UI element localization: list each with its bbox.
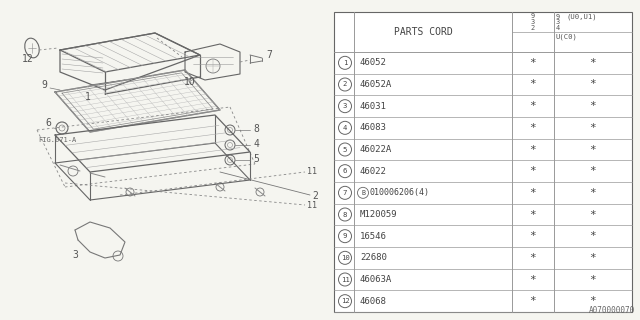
Text: *: * [530,231,536,241]
Text: *: * [530,253,536,263]
Text: 9
3
4: 9 3 4 [556,14,560,31]
Text: 46022: 46022 [360,167,387,176]
Text: *: * [589,231,596,241]
Text: *: * [589,253,596,263]
Text: 46052: 46052 [360,58,387,67]
Text: 1: 1 [85,92,91,102]
Text: 11: 11 [307,201,317,210]
Text: 8: 8 [253,124,259,134]
Text: *: * [589,188,596,198]
Text: *: * [530,79,536,90]
Text: 6: 6 [45,118,51,128]
Text: 5: 5 [343,147,347,153]
Text: *: * [530,101,536,111]
Text: 9: 9 [343,233,347,239]
Text: *: * [530,166,536,176]
Text: FIG.071-A: FIG.071-A [38,137,76,143]
Text: 2: 2 [343,82,347,87]
Text: *: * [589,123,596,133]
Text: 11: 11 [307,167,317,177]
Text: *: * [589,58,596,68]
Text: B: B [361,190,365,196]
Text: 46083: 46083 [360,123,387,132]
Text: 12: 12 [22,54,34,64]
Text: *: * [589,101,596,111]
Text: *: * [530,188,536,198]
Text: 22680: 22680 [360,253,387,262]
Text: *: * [589,275,596,284]
Text: 16546: 16546 [360,232,387,241]
Text: 9
3
2: 9 3 2 [531,13,535,30]
Text: *: * [530,145,536,155]
Text: 9: 9 [41,80,47,90]
Text: 6: 6 [343,168,347,174]
Text: (U0,U1): (U0,U1) [566,14,596,20]
Text: *: * [530,296,536,306]
Text: *: * [530,210,536,220]
Text: *: * [589,145,596,155]
Text: 46063A: 46063A [360,275,392,284]
Text: 2: 2 [312,191,318,201]
Text: 8: 8 [343,212,347,218]
Text: A070000070: A070000070 [589,306,635,315]
Text: 46031: 46031 [360,102,387,111]
Text: 4: 4 [343,125,347,131]
Bar [334,12,632,312]
Text: 3: 3 [72,250,78,260]
Text: *: * [589,296,596,306]
Text: 46052A: 46052A [360,80,392,89]
Text: 1: 1 [343,60,347,66]
Text: 010006206(4): 010006206(4) [370,188,430,197]
Text: 7: 7 [343,190,347,196]
Text: 11: 11 [340,276,349,283]
Text: *: * [589,79,596,90]
Text: 5: 5 [253,154,259,164]
Text: 46068: 46068 [360,297,387,306]
Text: 3: 3 [343,103,347,109]
Text: *: * [530,123,536,133]
Text: 46022A: 46022A [360,145,392,154]
Text: *: * [530,275,536,284]
Text: 12: 12 [340,298,349,304]
Text: M120059: M120059 [360,210,397,219]
Text: 7: 7 [266,50,272,60]
Text: 4: 4 [253,139,259,149]
Text: PARTS CORD: PARTS CORD [394,27,452,37]
Text: *: * [589,166,596,176]
Text: 10: 10 [184,77,196,87]
Text: *: * [530,58,536,68]
Text: 10: 10 [340,255,349,261]
Text: U(C0): U(C0) [556,33,578,39]
Text: *: * [589,210,596,220]
